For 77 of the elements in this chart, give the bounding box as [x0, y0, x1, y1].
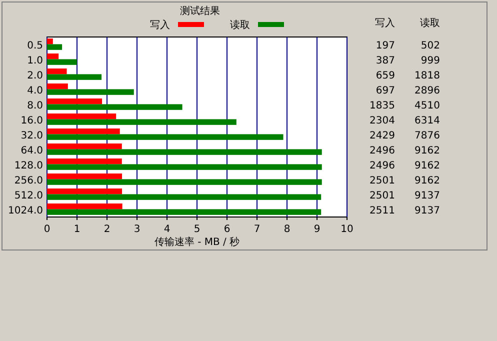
y-tick-label: 128.0: [14, 160, 43, 172]
bar: [47, 188, 122, 194]
y-tick-label: 4.0: [27, 86, 43, 96]
x-tick-label: 4: [164, 224, 170, 235]
text: 1818: [414, 70, 440, 82]
text: 659: [376, 70, 395, 82]
x-tick-label: 7: [254, 224, 260, 235]
text: 2304: [370, 116, 395, 126]
y-tick-label: 0.5: [27, 40, 43, 52]
bar: [47, 119, 236, 125]
text: 2429: [370, 130, 395, 142]
x-tick-label: 10: [340, 224, 354, 235]
text: 9137: [414, 206, 440, 216]
bar: [47, 44, 62, 50]
bar: [47, 204, 122, 210]
bar: [47, 158, 122, 164]
x-tick-label: 3: [134, 224, 140, 235]
text: 197: [376, 40, 395, 52]
x-tick-label: 1: [74, 224, 80, 235]
text: 999: [420, 56, 440, 66]
bar: [47, 68, 67, 74]
bar: [47, 128, 120, 134]
bar: [47, 54, 59, 60]
bar: [47, 134, 284, 140]
text: 9162: [414, 146, 440, 156]
bar: [47, 89, 134, 95]
x-tick-label: 5: [194, 224, 200, 235]
bar: [47, 74, 102, 80]
x-tick-label: 2: [104, 224, 110, 235]
y-tick-label: 16.0: [20, 116, 43, 126]
y-tick-label: 1024.0: [8, 206, 43, 216]
x-tick-label: 0: [44, 224, 50, 235]
bar: [47, 59, 77, 65]
bar: [47, 194, 322, 200]
bar: [47, 179, 322, 185]
y-tick-label: 2.0: [27, 70, 43, 82]
x-tick-label: 8: [284, 224, 290, 235]
chart-title: 测试结果: [180, 5, 220, 17]
text: 9137: [414, 190, 440, 202]
y-tick-label: 64.0: [20, 146, 43, 156]
text: 2501: [370, 176, 395, 186]
text: 2511: [370, 206, 395, 216]
text: 7876: [414, 130, 440, 142]
y-tick-label: 8.0: [27, 100, 43, 112]
text: 2496: [370, 146, 395, 156]
x-tick-label: 6: [224, 224, 230, 235]
bar: [47, 209, 322, 215]
x-axis-title: 传输速率 - MB / 秒: [154, 236, 240, 248]
text: 写入: [375, 17, 395, 29]
bar: [47, 164, 322, 170]
y-tick-label: 1.0: [27, 56, 43, 66]
y-tick-label: 32.0: [20, 130, 43, 142]
bar: [47, 114, 116, 120]
text: 2501: [370, 190, 395, 202]
x-tick-label: 9: [314, 224, 320, 235]
text: 读取: [420, 17, 440, 29]
text: 387: [376, 56, 395, 66]
bar: [47, 84, 68, 90]
text: 4510: [414, 100, 440, 112]
text: 2496: [370, 160, 395, 172]
bar: [47, 174, 122, 180]
bar: [47, 104, 182, 110]
legend-label: 写入: [150, 19, 170, 31]
y-tick-label: 512.0: [14, 190, 43, 202]
text: 6314: [414, 116, 440, 126]
bar: [47, 144, 122, 150]
text: 502: [420, 40, 440, 52]
text: 9162: [414, 176, 440, 186]
text: 1835: [370, 100, 395, 112]
text: 697: [376, 86, 395, 96]
bar: [47, 98, 102, 104]
bar: [47, 38, 53, 44]
bar: [47, 149, 322, 155]
text: 2896: [414, 86, 440, 96]
text: 9162: [414, 160, 440, 172]
y-tick-label: 256.0: [14, 176, 43, 186]
legend-label: 读取: [230, 19, 250, 31]
